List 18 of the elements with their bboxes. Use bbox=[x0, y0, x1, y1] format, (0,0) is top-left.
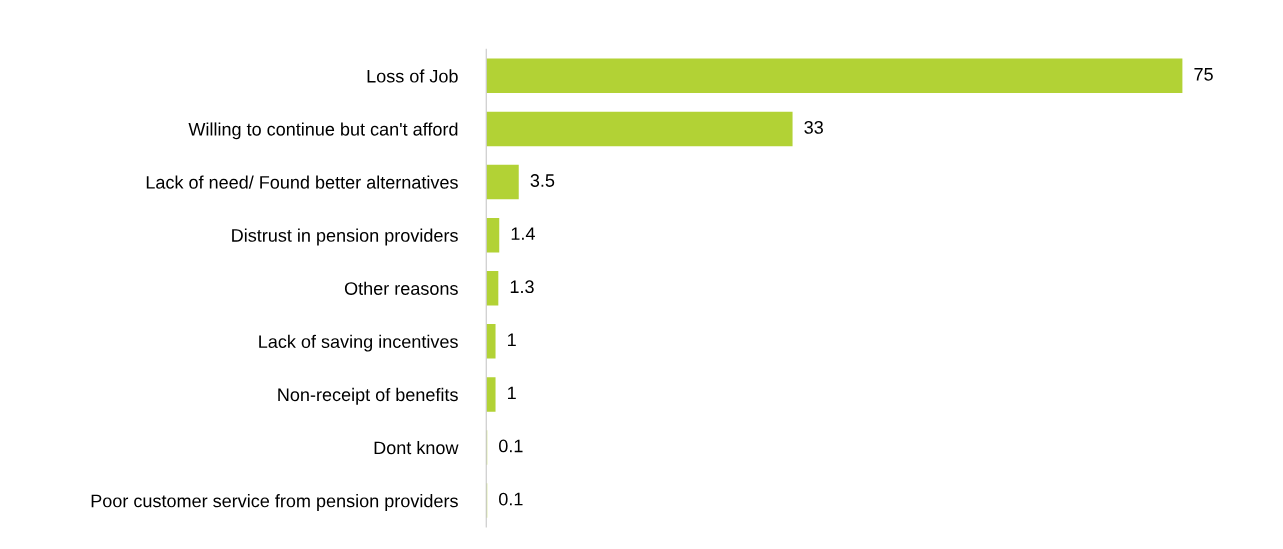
data-label: 1 bbox=[508, 386, 516, 400]
y-tick-label: Non-receipt of benefits bbox=[278, 387, 458, 405]
data-label: 1.4 bbox=[511, 227, 535, 240]
y-tick-label: Distrust in pension providers bbox=[232, 228, 458, 246]
data-label: 1 bbox=[508, 333, 516, 346]
y-tick-label: Dont know bbox=[374, 440, 459, 455]
y-tick-label: Other reasons bbox=[344, 281, 458, 295]
data-label: 1.3 bbox=[510, 280, 534, 294]
data-label: 33 bbox=[804, 121, 823, 134]
y-tick-label: Loss of Job bbox=[367, 69, 458, 83]
data-label: 0.1 bbox=[499, 492, 523, 506]
y-tick-label: Lack of need/ Found better alternatives bbox=[146, 175, 458, 189]
data-label: 75 bbox=[1194, 68, 1213, 81]
y-tick-label: Poor customer service from pension providers bbox=[91, 494, 458, 511]
data-label: 3.5 bbox=[530, 174, 555, 187]
y-tick-label: Lack of saving incentives bbox=[259, 334, 458, 352]
y-tick-label: Willing to continue but can't afford bbox=[188, 122, 458, 140]
data-label: 0.1 bbox=[499, 439, 523, 453]
